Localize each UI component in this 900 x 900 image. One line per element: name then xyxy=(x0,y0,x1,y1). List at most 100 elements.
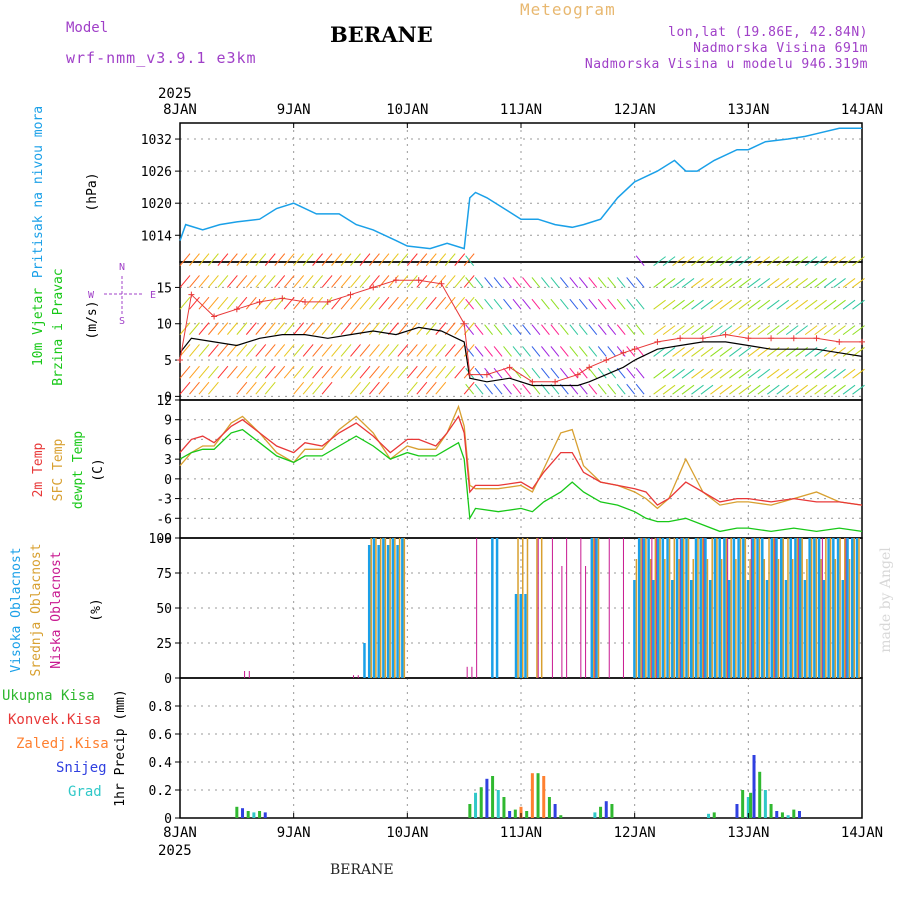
wind-barb xyxy=(340,296,352,310)
cloud-bar xyxy=(699,538,702,678)
wind-barb xyxy=(804,299,818,310)
wind-barb xyxy=(264,322,276,335)
cloud-bar xyxy=(661,538,665,678)
wind-barb xyxy=(785,384,799,395)
wind-barb xyxy=(833,299,846,310)
wind-barb xyxy=(293,275,305,288)
wind-barb xyxy=(522,298,531,310)
wind-barb xyxy=(493,346,503,357)
wind-barb xyxy=(635,277,645,288)
wind-barb xyxy=(550,324,560,335)
wind-barb xyxy=(757,256,771,267)
wind-barb xyxy=(388,296,399,310)
cloud-bar xyxy=(853,538,856,678)
wind-barb xyxy=(493,367,503,379)
wind-barb xyxy=(776,368,790,379)
wind-barb xyxy=(842,384,856,395)
cloud-bar xyxy=(566,538,568,678)
precip-bar xyxy=(502,797,506,818)
wind-barb xyxy=(503,277,512,288)
wind-barb xyxy=(274,365,286,379)
wind-barb xyxy=(388,322,399,335)
wind-barb xyxy=(283,296,295,310)
wind-barb xyxy=(369,365,380,379)
wind-barb xyxy=(738,299,752,310)
wind-barb xyxy=(179,253,191,266)
wind-barb xyxy=(369,296,380,310)
y-tick-label: 0.4 xyxy=(149,756,173,771)
wind-barb xyxy=(588,277,598,288)
y-tick-label: -9 xyxy=(156,532,172,547)
wind-barb xyxy=(635,298,645,310)
wind-barb xyxy=(748,299,761,310)
year-label-top: 2025 xyxy=(158,86,192,102)
wind-barb xyxy=(512,383,522,395)
cloud-bar xyxy=(732,538,736,678)
wind-barb xyxy=(340,322,352,335)
cloud-bar xyxy=(491,538,494,678)
wind-barb xyxy=(312,296,323,310)
gust-marker xyxy=(699,335,706,342)
cloud-bar xyxy=(754,538,756,678)
wind-barb xyxy=(350,253,361,266)
wind-barb xyxy=(559,324,569,335)
wind-barb xyxy=(512,346,522,357)
precip-bar xyxy=(525,811,529,818)
wind-barb xyxy=(474,346,484,357)
wind-barb xyxy=(795,325,808,336)
wind-barb xyxy=(435,253,447,266)
wind-barb xyxy=(378,296,390,310)
wind-barb xyxy=(541,277,550,288)
cloud-bar xyxy=(820,559,822,678)
wind-barb xyxy=(435,381,447,395)
wind-barb xyxy=(662,256,676,267)
y-tick-label: 0 xyxy=(164,473,172,488)
wind-barb xyxy=(416,322,428,335)
wind-barb xyxy=(776,299,790,310)
cloud-bar xyxy=(645,538,647,678)
wind-barb xyxy=(474,383,484,395)
wind-barb xyxy=(465,277,475,288)
wind-barb xyxy=(378,344,390,357)
temp-line-1 xyxy=(179,404,863,510)
wind-barb xyxy=(283,344,295,357)
wind-barb xyxy=(729,368,742,379)
wind-barb xyxy=(852,368,865,379)
wind-barb xyxy=(522,346,531,357)
wind-barb xyxy=(350,296,361,310)
wind-barb xyxy=(710,325,723,336)
compass-w: W xyxy=(88,290,95,301)
wind-barb xyxy=(245,296,257,310)
cloud-bar xyxy=(398,538,401,678)
temp-line-0 xyxy=(179,414,863,506)
cloud-bar xyxy=(580,538,582,678)
cloud-bar xyxy=(683,538,685,678)
precip-bar xyxy=(258,811,262,818)
wind-barb xyxy=(795,368,808,379)
wind-barb xyxy=(493,277,503,288)
cloud-bar xyxy=(697,538,699,678)
y-tick-label: 1026 xyxy=(141,165,172,180)
precip-bar xyxy=(508,811,512,818)
gust-marker xyxy=(466,371,473,378)
cloud-bar xyxy=(367,545,371,678)
precip-bar xyxy=(752,755,756,818)
precip-legend-0: Ukupna Kisa xyxy=(2,688,95,704)
temp-legend-sfc: SFC Temp xyxy=(51,439,66,502)
cloud-bar xyxy=(396,545,399,678)
y-tick-label: -6 xyxy=(156,512,172,527)
wind-barb xyxy=(454,322,466,335)
wind-barb xyxy=(852,325,865,336)
cloud-bar xyxy=(389,538,391,678)
cloud-bar xyxy=(739,538,742,678)
wind-barb xyxy=(738,256,752,267)
pressure-line xyxy=(179,127,862,250)
wind-barb xyxy=(264,296,276,310)
cloud-bar xyxy=(701,538,704,678)
cloud-bar xyxy=(756,538,759,678)
cloud-bar xyxy=(678,559,680,678)
wind-barb xyxy=(425,322,437,335)
wind-barb xyxy=(217,253,229,266)
cloud-bar xyxy=(363,643,366,678)
